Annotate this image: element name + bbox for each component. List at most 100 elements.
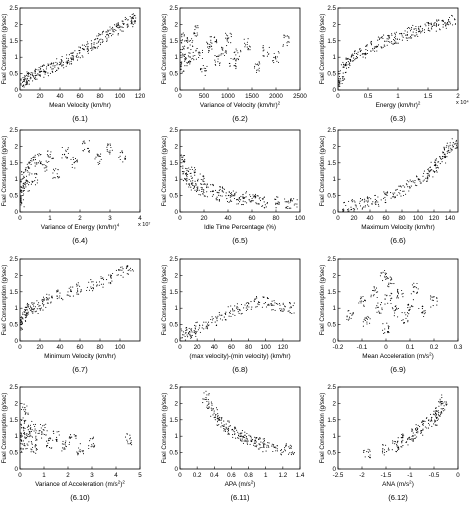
y-tick-label: 2.5 [327, 384, 336, 391]
data-point [241, 430, 243, 432]
data-point [338, 82, 340, 84]
data-point [68, 443, 70, 445]
data-point [208, 392, 210, 395]
data-point [378, 205, 380, 207]
data-point [289, 312, 291, 314]
data-point [380, 312, 382, 314]
data-point [206, 394, 208, 396]
y-tick-label: 2.5 [9, 256, 18, 263]
data-point [115, 29, 117, 32]
data-point [203, 176, 205, 178]
data-point [445, 146, 447, 148]
data-point [442, 20, 444, 22]
data-point [388, 282, 390, 284]
data-point [61, 60, 63, 62]
x-axis-label: ANA (m/s2) [382, 480, 414, 489]
data-point [66, 60, 68, 62]
data-point [389, 37, 391, 39]
data-point [21, 322, 23, 324]
data-point [351, 60, 353, 62]
data-point [182, 331, 184, 333]
data-point [414, 180, 416, 182]
data-point [365, 49, 367, 51]
data-point [43, 71, 45, 73]
data-point [79, 50, 81, 52]
data-point [355, 57, 357, 59]
data-point [35, 177, 37, 179]
data-point [239, 436, 241, 438]
data-point [116, 25, 118, 27]
data-point [187, 333, 190, 335]
data-point [435, 415, 437, 417]
data-point [422, 175, 424, 177]
data-point [436, 419, 438, 421]
data-point [184, 58, 186, 61]
data-point [28, 75, 30, 77]
data-point [58, 434, 60, 436]
data-point [37, 162, 40, 164]
data-point [228, 420, 230, 422]
x-tick-label: 1 [42, 472, 46, 479]
data-point [37, 69, 39, 71]
data-point [454, 23, 456, 25]
data-point [432, 413, 434, 415]
data-point [277, 196, 279, 198]
data-point [262, 44, 264, 47]
data-point [434, 161, 436, 163]
data-point [122, 152, 124, 154]
data-point [88, 140, 90, 142]
data-point [403, 190, 405, 192]
data-point [258, 443, 260, 445]
data-point [438, 23, 440, 25]
data-point [263, 444, 265, 446]
data-point [187, 173, 189, 175]
data-point [440, 411, 443, 413]
data-point [71, 52, 73, 54]
data-point [288, 202, 290, 204]
data-point [339, 85, 341, 87]
data-point [86, 286, 88, 288]
data-point [198, 189, 200, 191]
data-point [36, 173, 38, 176]
data-point [46, 153, 48, 156]
data-point [20, 447, 22, 449]
data-point [40, 153, 42, 156]
data-point [396, 289, 399, 291]
data-point [366, 204, 369, 206]
data-point [212, 408, 214, 410]
data-point [24, 78, 26, 80]
data-point [25, 315, 27, 317]
data-point [394, 441, 397, 443]
data-point [435, 416, 437, 418]
data-point [24, 311, 26, 313]
data-point [218, 199, 220, 201]
data-point [363, 305, 365, 307]
data-point [415, 27, 417, 30]
data-point [38, 308, 40, 310]
data-point [206, 400, 208, 402]
data-point [126, 433, 128, 435]
data-point [418, 178, 420, 180]
data-point [238, 55, 240, 57]
data-point [191, 331, 193, 333]
data-point [418, 28, 420, 30]
data-point [439, 156, 441, 158]
data-point [183, 55, 186, 57]
data-point [407, 444, 409, 446]
data-point [235, 199, 238, 201]
data-point [435, 25, 437, 27]
data-point [20, 186, 22, 188]
data-point [20, 191, 22, 193]
data-point [414, 286, 416, 288]
x-axis-label: Variance of Energy (km/hr)4 [41, 223, 120, 232]
data-point [188, 331, 191, 333]
data-point [26, 79, 28, 81]
data-point [285, 444, 287, 447]
data-point [396, 194, 398, 196]
data-point [384, 40, 386, 42]
y-tick-label: 1 [175, 176, 179, 183]
y-tick-label: 2 [333, 272, 337, 279]
data-point [420, 432, 422, 434]
data-point [184, 60, 186, 62]
